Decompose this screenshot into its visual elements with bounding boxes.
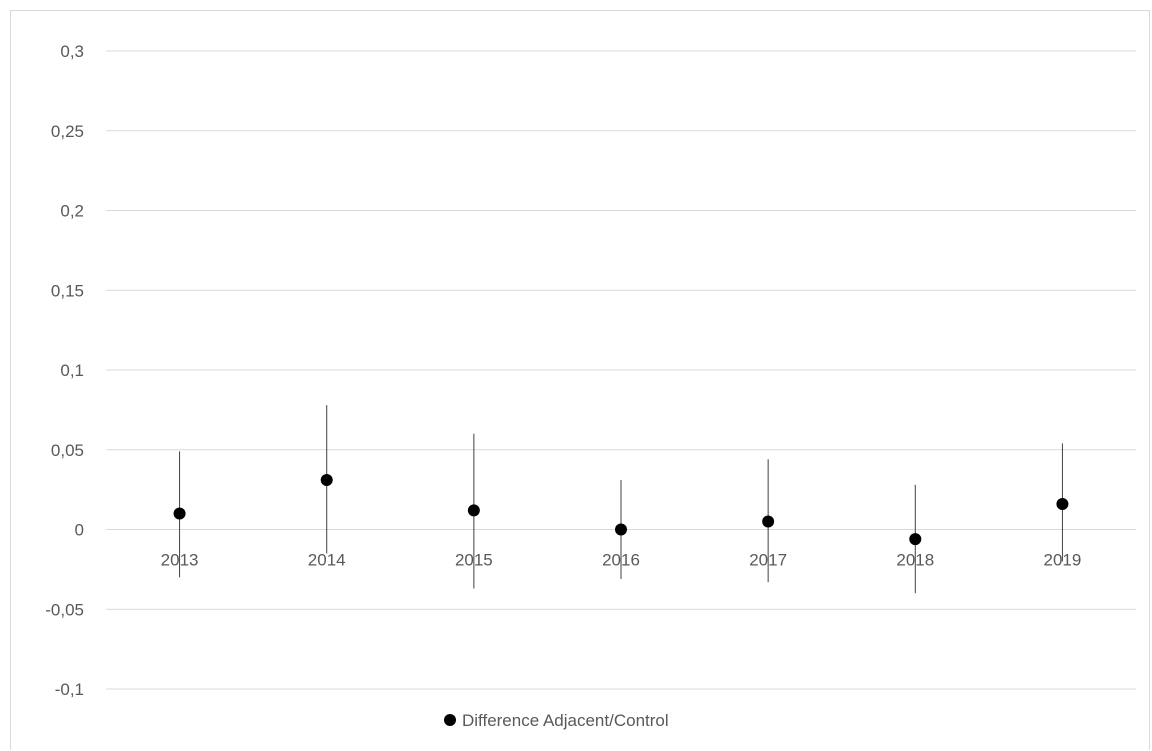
data-point[interactable] [173, 507, 186, 520]
y-tick-label: 0,05 [51, 441, 84, 460]
y-tick-label: 0,15 [51, 281, 84, 300]
gridlines [106, 50, 1136, 690]
data-point[interactable] [615, 523, 627, 536]
y-tick-label: -0,05 [45, 600, 84, 619]
y-tick-label: -0,1 [55, 680, 84, 699]
chart-frame [10, 10, 1150, 750]
legend[interactable]: Difference Adjacent/Control [444, 711, 669, 730]
y-tick-label: 0,25 [51, 122, 84, 141]
y-tick-label: 0,2 [60, 202, 84, 221]
x-tick-label: 2014 [308, 551, 346, 570]
data-point[interactable] [1056, 497, 1069, 510]
y-tick-label: 0,1 [60, 361, 84, 380]
y-tick-label: 0 [75, 521, 84, 540]
data-point[interactable] [467, 504, 480, 517]
data-point[interactable] [320, 474, 333, 487]
y-axis-ticks: 0,3 0,25 0,2 0,15 0,1 0,05 0 -0,05 -0,1 [45, 42, 84, 699]
legend-marker [444, 714, 456, 726]
legend-label: Difference Adjacent/Control [462, 711, 669, 730]
data-points [173, 474, 1069, 546]
y-tick-label: 0,3 [60, 42, 84, 61]
data-point[interactable] [909, 533, 922, 546]
data-point[interactable] [762, 515, 775, 528]
